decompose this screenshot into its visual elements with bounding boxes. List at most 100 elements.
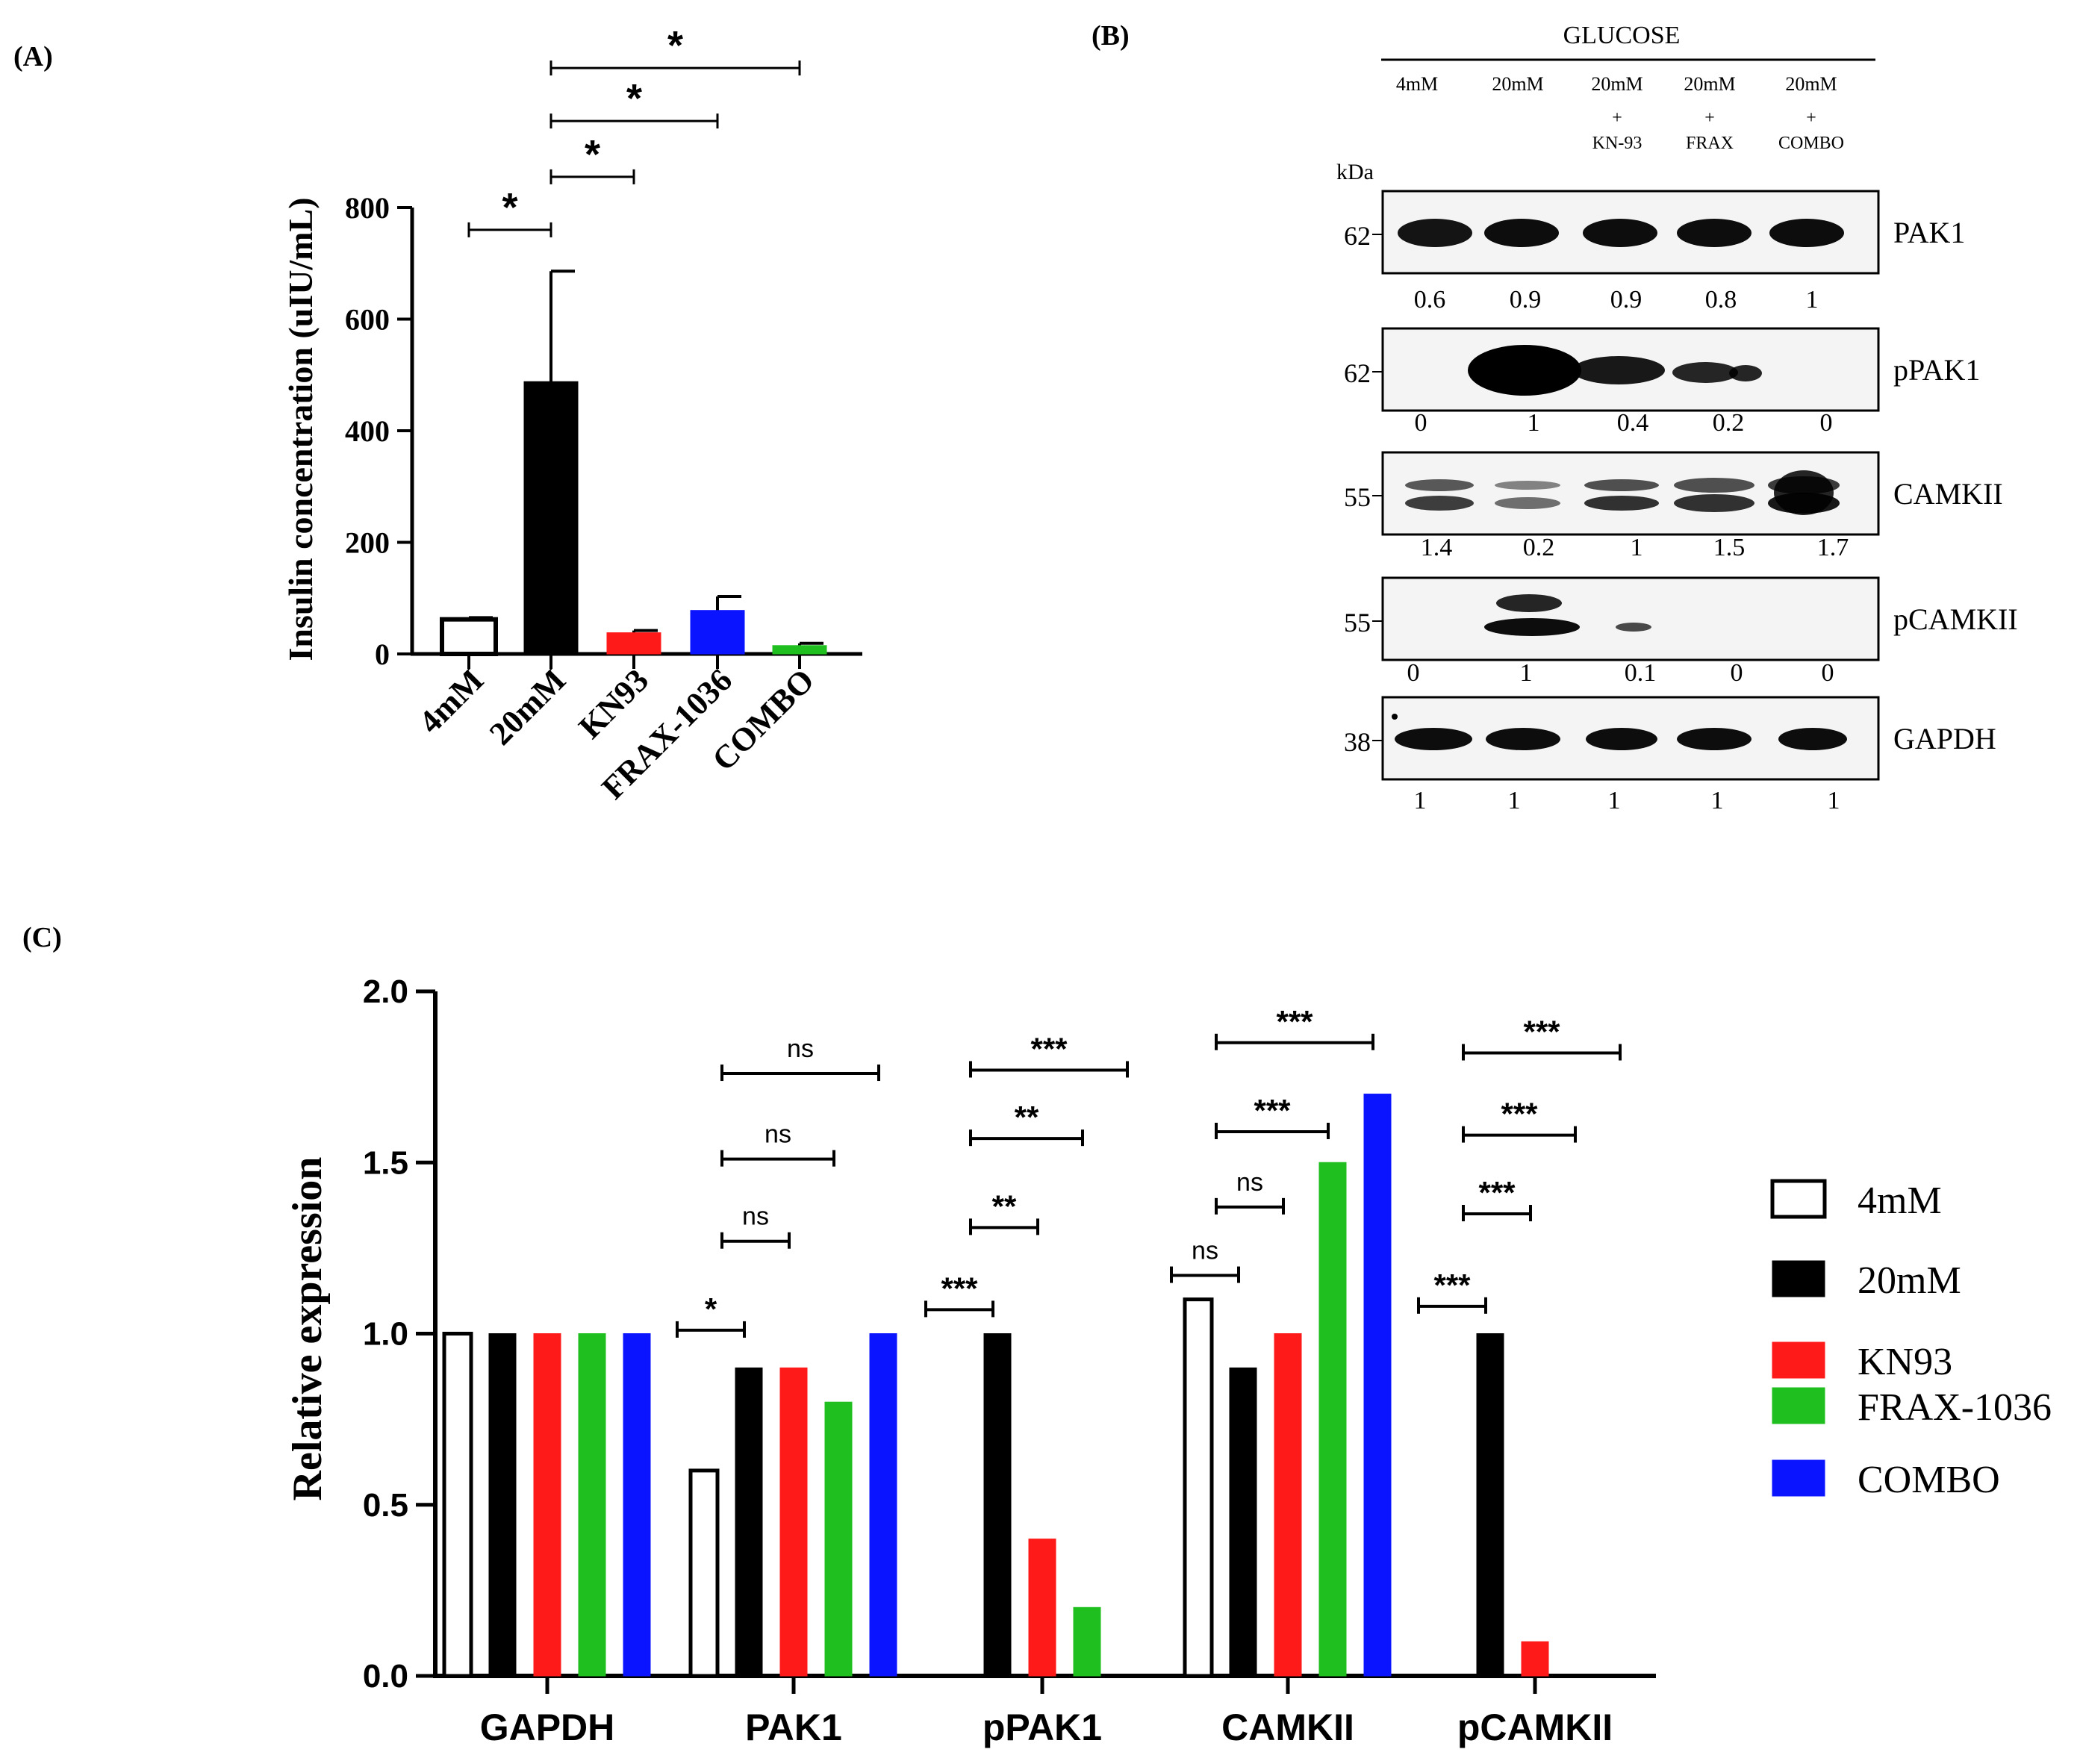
blot-density-value: 1	[1520, 659, 1533, 687]
chart-c-sig-label: ***	[941, 1271, 978, 1306]
blot-density-value: 1	[1711, 787, 1724, 814]
chart-c-y-tick-label: 2.0	[363, 973, 408, 1010]
chart-c-bar-pak1-combo	[869, 1333, 897, 1677]
chart-a-y-tick-label: 0	[375, 638, 390, 671]
chart-a-sig-label: *	[502, 185, 517, 230]
blot-lane-header: 20mM	[1492, 73, 1543, 95]
chart-c-bar-gapdh-4mm	[442, 1332, 473, 1678]
blot-band	[1484, 219, 1559, 247]
blot-density-value: 1	[1828, 787, 1840, 814]
blot-density-value: 1	[1631, 534, 1643, 561]
chart-a-bar-frax-1036	[690, 610, 745, 655]
chart-c-sig-label: ***	[1276, 1004, 1313, 1039]
chart-a-sig-label: *	[585, 132, 600, 177]
chart-c-bar-pcamkii-kn93	[1521, 1641, 1549, 1677]
chart-c-sig-label: ns	[1192, 1237, 1218, 1265]
chart-c-sig-label: *	[705, 1291, 717, 1327]
chart-c-legend-swatch-combo	[1772, 1459, 1825, 1497]
chart-c-bar-pak1-4mm	[688, 1468, 720, 1678]
blot-band	[1496, 594, 1562, 612]
blot-density-value: 0	[1415, 409, 1427, 437]
chart-c-x-tick-label: GAPDH	[480, 1707, 615, 1748]
blot-density-value: 0	[1822, 659, 1834, 687]
blot-band-lower	[1495, 497, 1560, 509]
chart-c-sig-label: ***	[1254, 1093, 1291, 1128]
blot-density-value: 0.2	[1713, 409, 1745, 437]
blot-protein-label: pPAK1	[1893, 353, 1980, 387]
blot-band	[1774, 470, 1834, 515]
panel-a-label: (A)	[13, 41, 53, 72]
chart-a-y-tick-label: 800	[345, 191, 390, 225]
chart-c-bar-gapdh-20mm	[488, 1333, 517, 1677]
blot-density-value: 0	[1820, 409, 1833, 437]
chart-c-bar-ppak1-kn93	[1028, 1539, 1056, 1677]
blot-density-value: 0.9	[1610, 286, 1642, 314]
chart-c-sig-label: ns	[1236, 1168, 1263, 1197]
blot-density-value: 0	[1731, 659, 1743, 687]
chart-c-sig-label: ***	[1523, 1015, 1560, 1050]
blot-band	[1583, 219, 1657, 247]
blot-lane-treatment: KN-93	[1592, 134, 1642, 153]
blot-density-value: 0.4	[1617, 409, 1649, 437]
blot-density-value: 1	[1414, 787, 1427, 814]
blot-density-value: 1	[1806, 286, 1819, 314]
chart-c-y-axis-label: Relative expression	[284, 1157, 331, 1501]
blot-band	[1616, 623, 1651, 632]
blot-band-lower	[1405, 496, 1474, 511]
chart-a-bar-4mm	[440, 617, 498, 657]
chart-c-sig-label: ***	[1501, 1097, 1538, 1132]
chart-c-sig-label: **	[1015, 1100, 1039, 1135]
chart-c-sig-label: ns	[742, 1203, 769, 1231]
chart-a-bar-combo	[772, 645, 827, 655]
blot-band	[1484, 618, 1580, 636]
blot-band	[1468, 345, 1581, 396]
blot-kda-marker: 62	[1344, 221, 1371, 251]
blot-lane-treatment: FRAX	[1686, 134, 1734, 153]
blot-kda-marker: 55	[1344, 482, 1371, 512]
blot-band	[1769, 219, 1844, 247]
blot-protein-label: GAPDH	[1893, 722, 1996, 755]
chart-c-legend-swatch-frax-1036	[1772, 1387, 1825, 1424]
blot-band-upper	[1584, 479, 1659, 491]
blot-title: GLUCOSE	[1563, 22, 1681, 49]
chart-c-x-tick-label: pCAMKII	[1457, 1707, 1613, 1748]
chart-c-bar-pak1-frax-1036	[824, 1401, 853, 1677]
blot-protein-label: pCAMKII	[1893, 602, 2018, 636]
blot-density-value: 1	[1608, 787, 1621, 814]
blot-lane-plus: +	[1806, 108, 1816, 128]
chart-c-bar-pak1-kn93	[779, 1367, 808, 1677]
chart-c-x-tick-label: PAK1	[745, 1707, 842, 1748]
chart-a-sig-label: *	[626, 76, 642, 121]
chart-c-x-tick-label: CAMKII	[1221, 1707, 1354, 1748]
chart-c-bar-camkii-4mm	[1183, 1297, 1214, 1678]
blot-density-value: 1	[1528, 409, 1540, 437]
blot-band	[1395, 728, 1472, 750]
western-blot-panel: GLUCOSE kDa 4mM 20mM 20mM + KN-93 20mM + FRAX 20…	[1336, 22, 2018, 814]
blot-lane-plus: +	[1612, 108, 1622, 128]
blot-band	[1486, 728, 1560, 750]
chart-c-y-tick-label: 1.5	[363, 1144, 408, 1181]
chart-c-bar-ppak1-20mm	[983, 1333, 1012, 1677]
blot-membrane-pcamkii	[1381, 576, 1880, 661]
blot-lane-header: 20mM	[1591, 73, 1642, 95]
blot-band	[1729, 365, 1762, 381]
chart-c-x-tick-label: pPAK1	[983, 1707, 1102, 1748]
chart-c-legend-swatch-kn93	[1772, 1341, 1825, 1379]
blot-band	[1398, 219, 1472, 247]
chart-c-bar-gapdh-kn93	[533, 1333, 561, 1677]
chart-c-bar-camkii-frax-1036	[1318, 1162, 1347, 1677]
chart-c-sig-label: ns	[787, 1035, 814, 1063]
blot-lane-header: 20mM	[1684, 73, 1735, 95]
blot-protein-label: CAMKII	[1893, 477, 2003, 511]
blot-kda-marker: 62	[1344, 358, 1371, 388]
chart-c-y-tick-label: 1.0	[363, 1316, 408, 1353]
chart-a-bar-kn93	[606, 632, 661, 655]
blot-kda-marker: 55	[1344, 608, 1371, 638]
chart-c-y-tick-label: 0.5	[363, 1487, 408, 1524]
chart-c-sig-label: ***	[1478, 1175, 1516, 1210]
panel-c-label: (C)	[22, 922, 62, 953]
chart-c-legend-label: KN93	[1858, 1341, 1952, 1383]
blot-lane-header: 4mM	[1396, 73, 1438, 95]
